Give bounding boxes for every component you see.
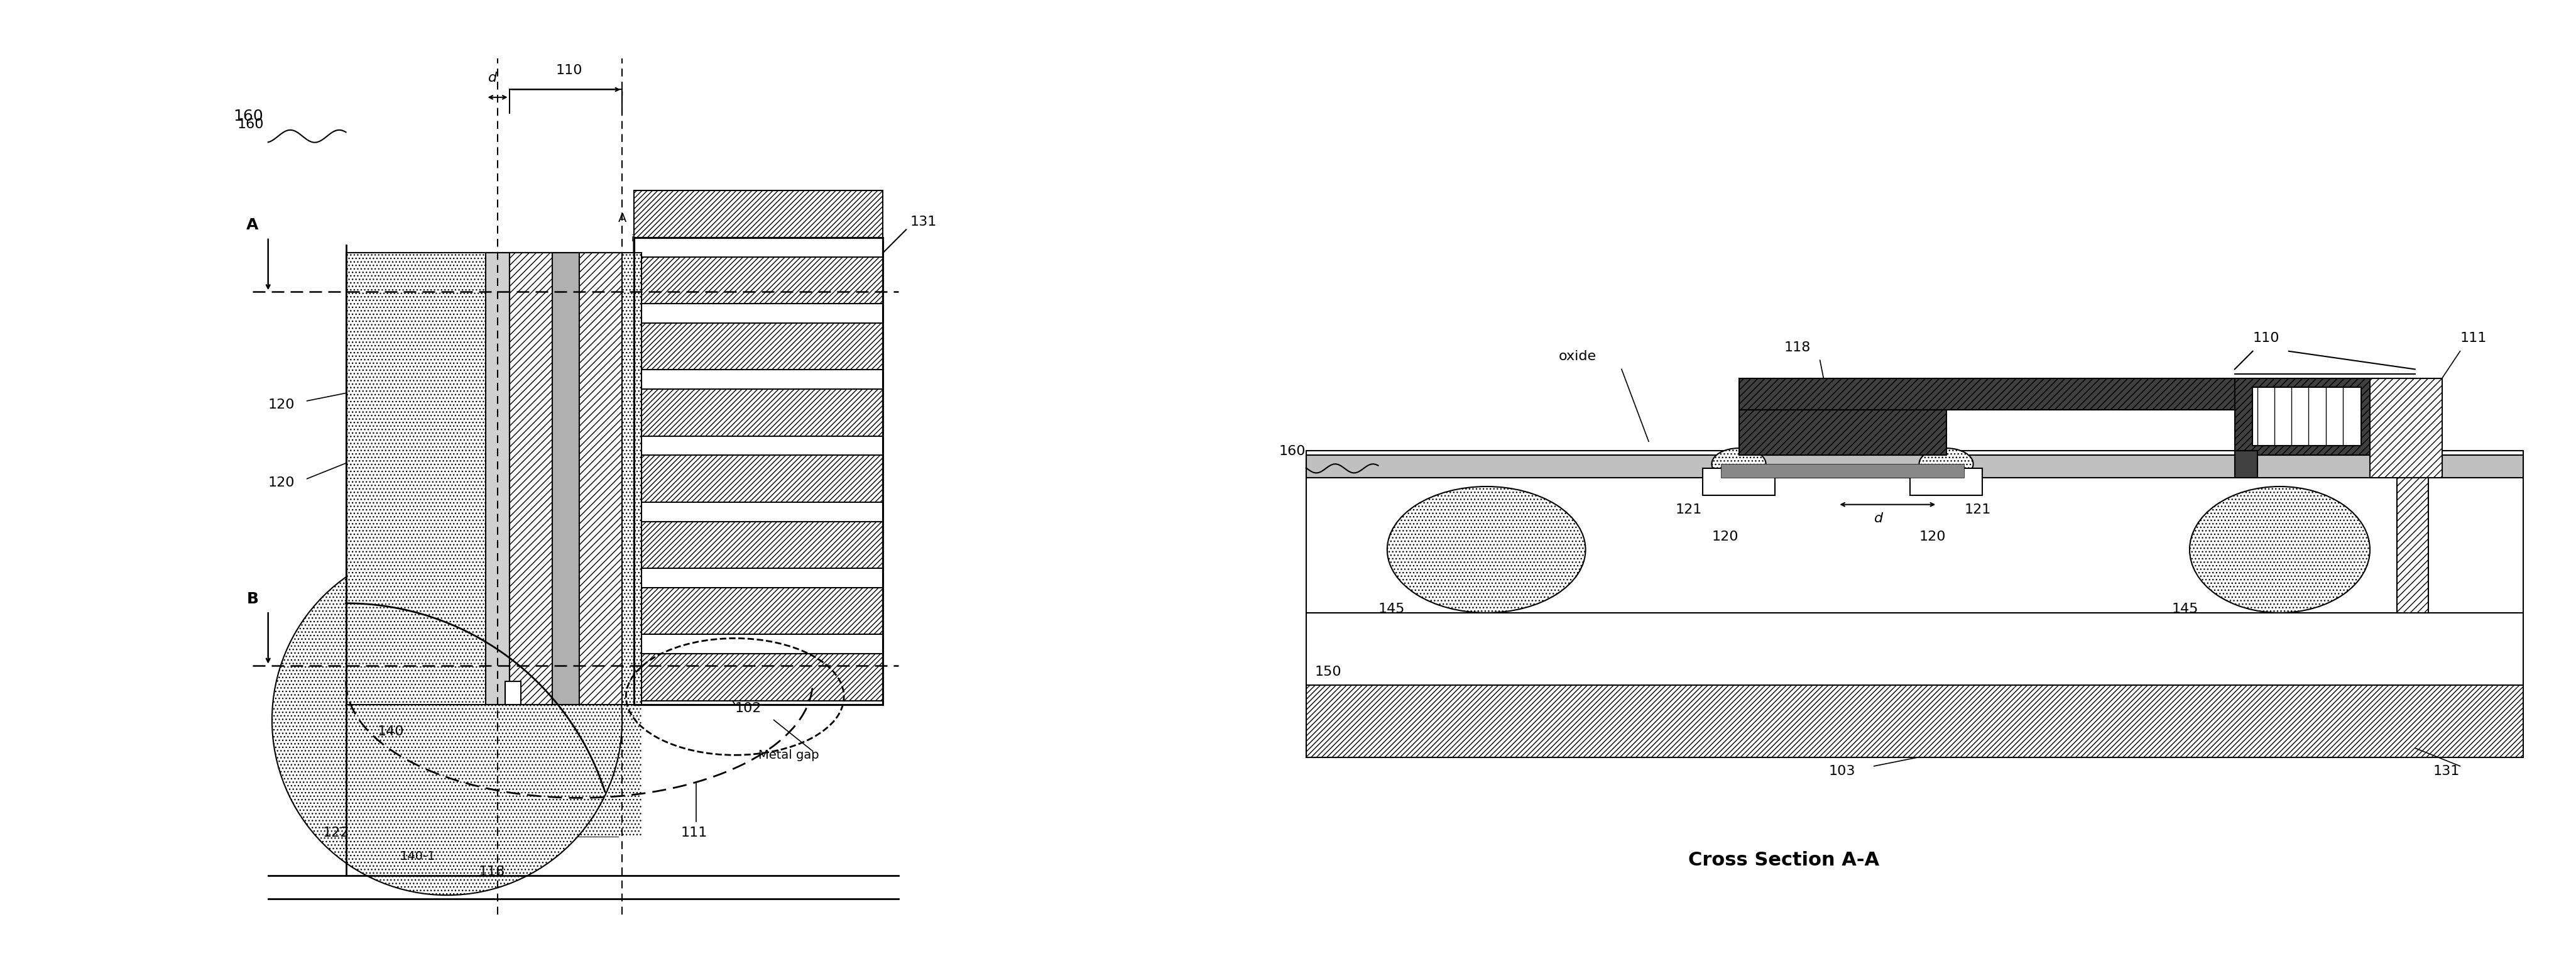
Bar [634, 654, 884, 701]
Text: A: A [247, 218, 258, 233]
Bar [1739, 378, 2236, 410]
Text: oxide: oxide [1558, 350, 1597, 363]
Text: 103: 103 [1829, 765, 1855, 777]
Bar [2236, 378, 2416, 455]
Text: 131: 131 [2432, 765, 2460, 777]
Text: d: d [1875, 513, 1883, 525]
Bar [2236, 450, 2257, 478]
Bar [634, 257, 884, 304]
Text: 140: 140 [1450, 549, 1476, 561]
Bar [505, 681, 520, 704]
Bar [580, 253, 623, 704]
Text: 131: 131 [909, 216, 938, 229]
Text: 145: 145 [368, 321, 397, 334]
Text: B: B [618, 590, 626, 602]
Text: 122: 122 [322, 827, 350, 840]
Bar [634, 389, 884, 436]
Text: 140: 140 [2208, 549, 2233, 561]
Text: 111: 111 [680, 827, 706, 840]
Text: 150: 150 [1316, 666, 1342, 678]
Bar [1306, 685, 2522, 757]
Text: 145: 145 [2172, 602, 2197, 615]
Text: 118: 118 [1783, 342, 1811, 354]
Text: 140: 140 [376, 726, 404, 739]
Bar [1306, 450, 2522, 613]
Text: 160: 160 [1278, 445, 1306, 457]
Text: A: A [618, 212, 626, 225]
Text: B: B [247, 592, 258, 606]
Ellipse shape [273, 545, 623, 895]
Text: 118: 118 [479, 866, 505, 879]
Bar [2370, 378, 2442, 478]
Ellipse shape [1386, 486, 1584, 613]
Bar [634, 191, 884, 237]
Text: 110: 110 [2251, 332, 2280, 344]
Text: Metal gap: Metal gap [757, 749, 819, 762]
Bar [634, 522, 884, 568]
Ellipse shape [1710, 449, 1767, 480]
Bar [1306, 455, 2522, 478]
Bar [634, 588, 884, 634]
Bar [510, 253, 551, 704]
Text: 160: 160 [237, 119, 263, 131]
Text: 121: 121 [1677, 503, 1703, 516]
Text: Cross Section A-A: Cross Section A-A [1687, 850, 1880, 869]
Text: 120: 120 [268, 399, 294, 412]
Bar [487, 253, 510, 704]
Text: 140-1: 140-1 [399, 850, 435, 863]
Text: 145: 145 [1378, 602, 1404, 615]
Text: 160: 160 [232, 109, 263, 124]
Ellipse shape [1919, 449, 1973, 480]
Bar [345, 564, 641, 837]
Text: 121: 121 [1963, 503, 1991, 516]
Bar [1306, 613, 2522, 685]
Text: 110: 110 [556, 64, 582, 77]
Text: 120: 120 [1919, 530, 1945, 543]
Bar [2251, 387, 2360, 446]
Text: 145: 145 [368, 555, 397, 567]
Bar [2396, 478, 2429, 613]
Bar [345, 253, 641, 704]
Bar [1721, 464, 1963, 478]
Bar [551, 253, 580, 704]
Text: 120: 120 [1710, 530, 1739, 543]
Text: 102: 102 [734, 703, 762, 715]
Bar [1739, 410, 1947, 455]
Bar [634, 237, 884, 704]
Bar [345, 253, 618, 837]
Bar [634, 323, 884, 370]
Text: 111: 111 [2460, 332, 2486, 344]
Bar [1911, 468, 1984, 495]
Text: d: d [489, 72, 497, 85]
Bar [1703, 468, 1775, 495]
Bar [634, 455, 884, 502]
Text: 120: 120 [268, 477, 294, 489]
Ellipse shape [2190, 486, 2370, 613]
